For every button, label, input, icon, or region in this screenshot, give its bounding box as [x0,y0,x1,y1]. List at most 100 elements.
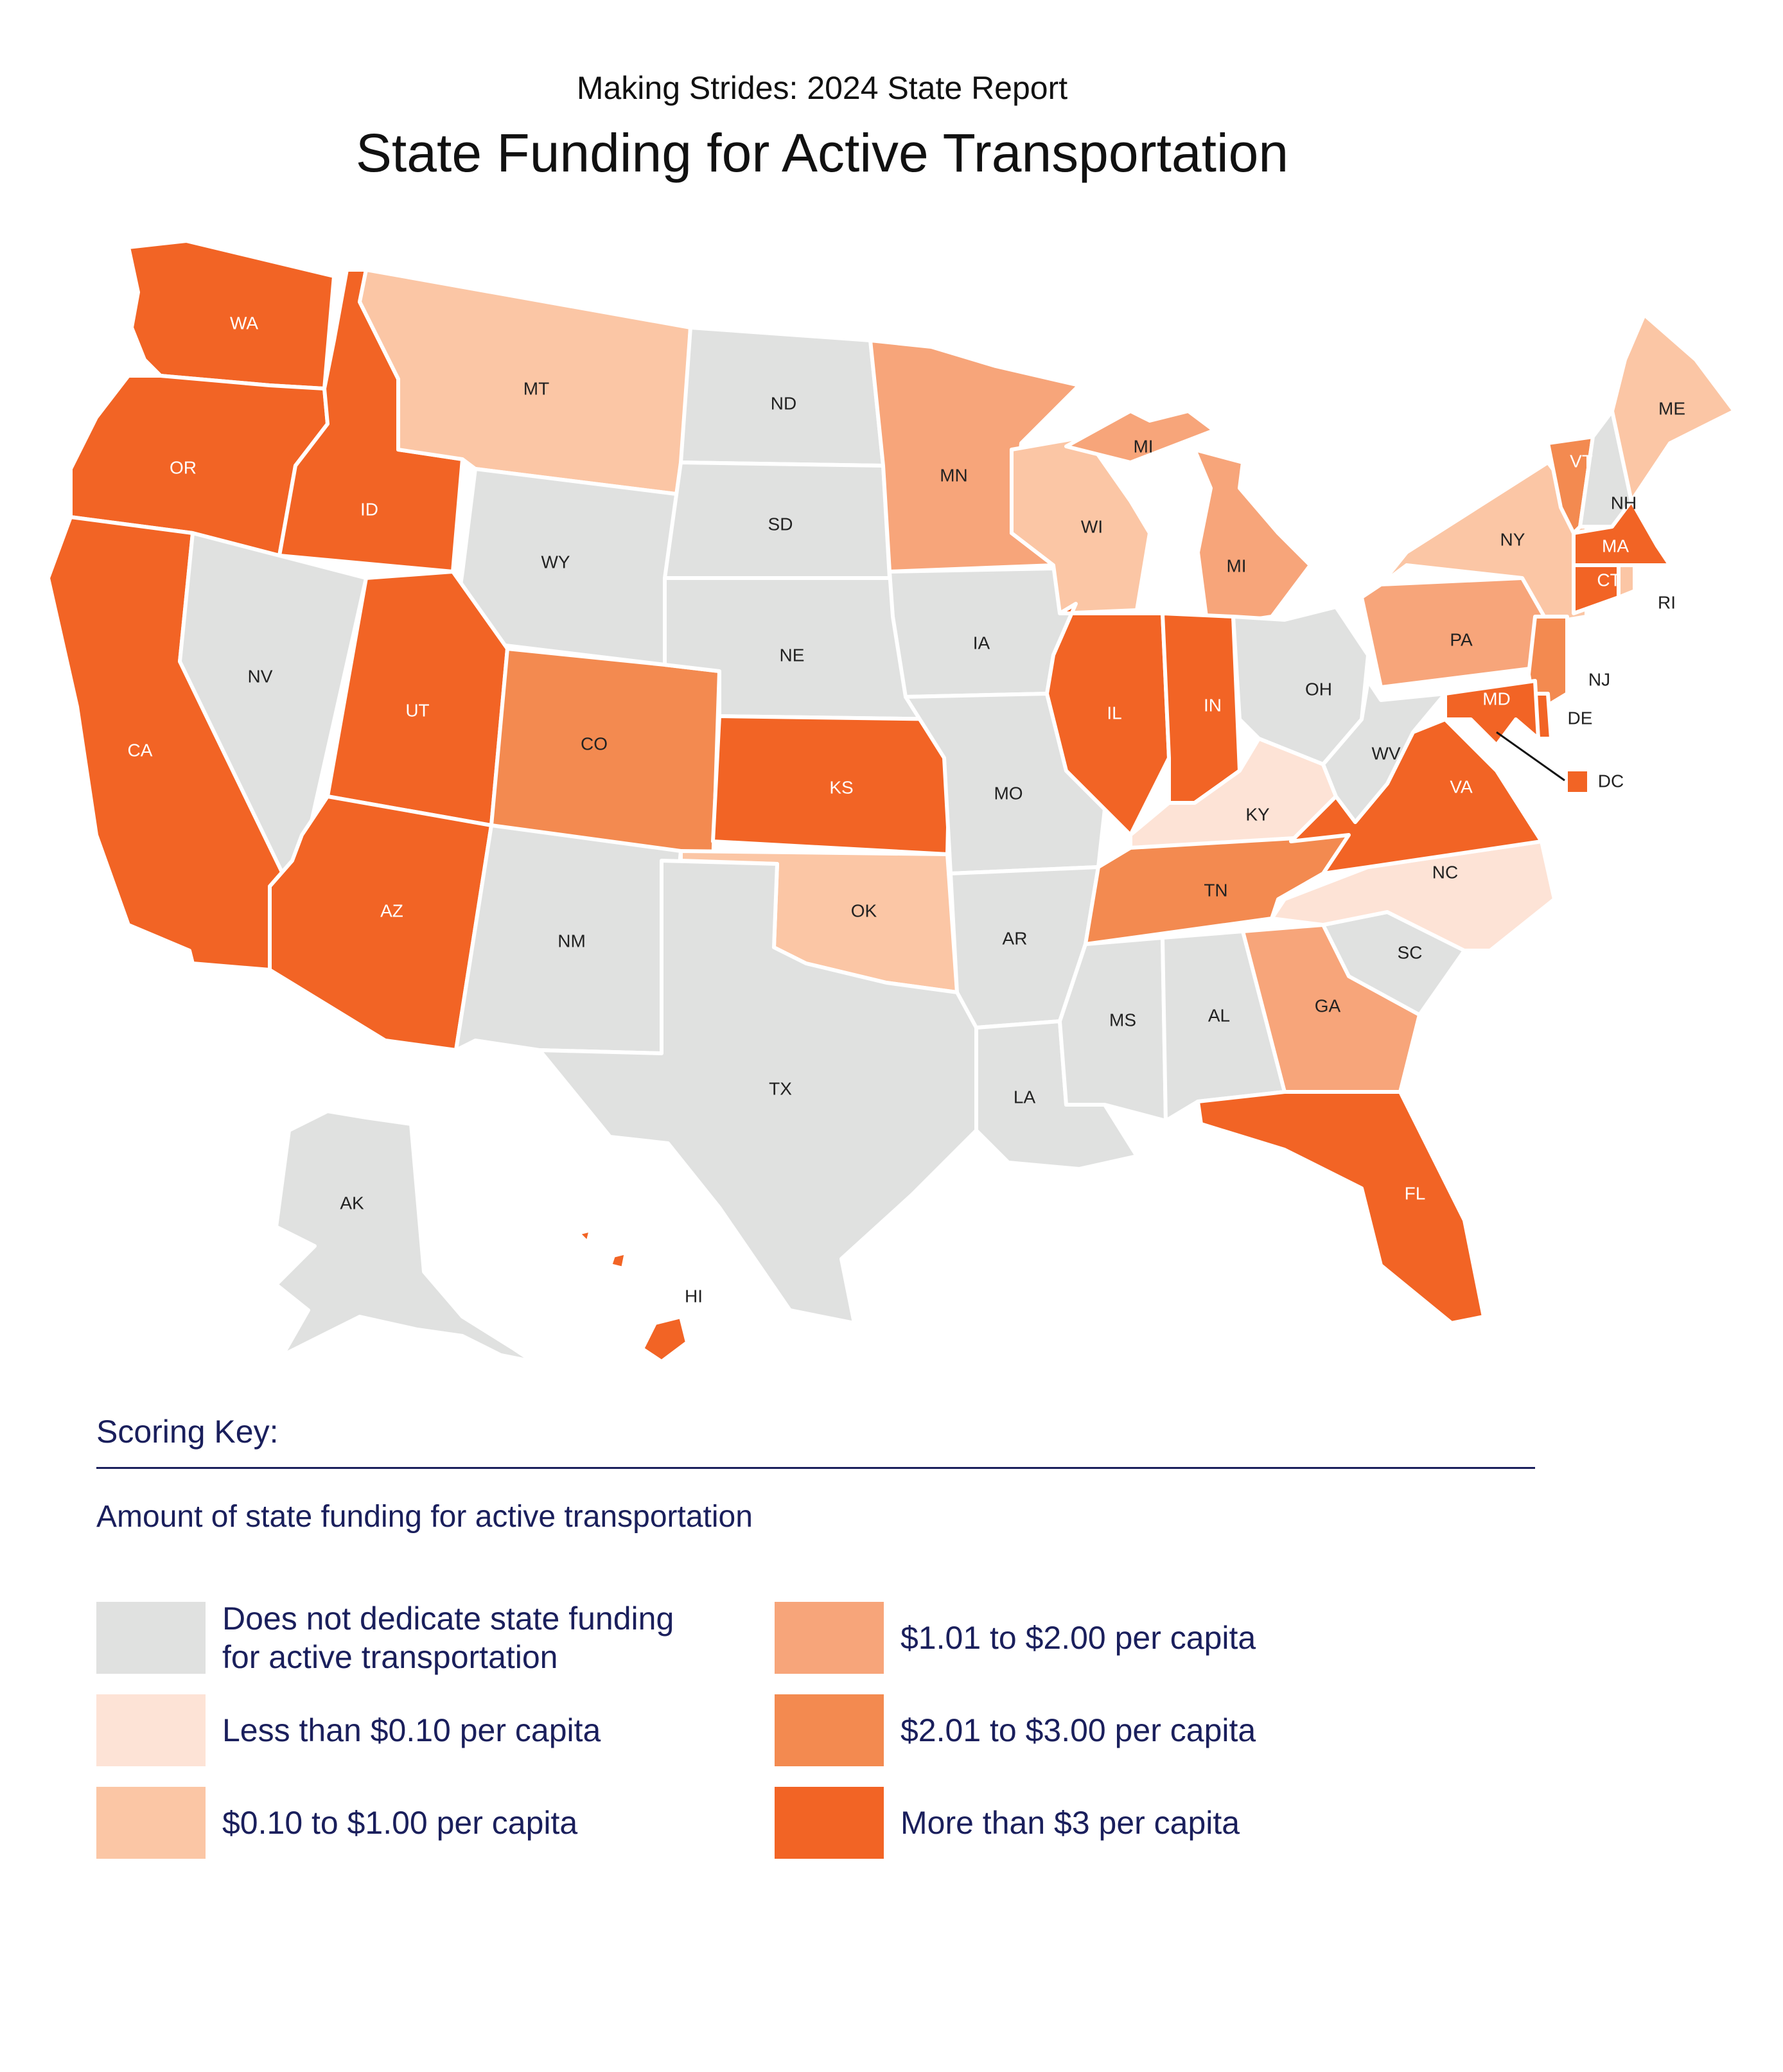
state-shape-wv [1321,679,1447,824]
state-shape-az [268,795,493,1052]
state-label-sd: SD [768,514,793,534]
legend-item-101-200: $1.01 to $2.00 per capita [775,1602,1414,1674]
state-ak [274,1109,535,1364]
state-label-id: ID [360,499,378,519]
scoring-key-divider [96,1467,1535,1469]
state-label-co: CO [581,733,608,753]
state-label-al: AL [1208,1005,1230,1025]
state-label-mn: MN [940,465,968,485]
state-label-fl: FL [1405,1183,1426,1203]
state-label-il: IL [1107,703,1121,723]
us-state-map: WA OR CA ID NV MT WY UT AZ CO NM ND SD NE KS OK TX MN IA MO… [46,239,1736,1364]
legend-swatch-more-3 [775,1787,884,1859]
state-wy [451,467,683,667]
state-label-ms: MS [1109,1010,1136,1030]
state-label-ri: RI [1658,592,1676,612]
state-nj [1527,615,1569,715]
state-label-wy: WY [541,552,570,572]
state-label-va: VA [1450,777,1473,796]
state-label-nv: NV [248,666,273,686]
scoring-key-subtitle: Amount of state funding for active trans… [96,1500,753,1534]
legend-item-more-3: More than $3 per capita [775,1787,1414,1859]
state-shape-hi [640,1315,689,1364]
state-label-wv: WV [1371,743,1400,763]
state-label-nc: NC [1432,862,1458,882]
state-label-ma: MA [1602,536,1629,556]
legend-item-none: Does not dedicate state funding for acti… [96,1599,685,1676]
state-label-nh: NH [1611,493,1637,513]
state-shape-ga [1241,923,1421,1094]
state-label-ks: KS [829,777,853,797]
state-label-la: LA [1014,1087,1036,1107]
legend-label-none: Does not dedicate state funding for acti… [222,1601,674,1675]
state-label-tx: TX [769,1078,792,1098]
state-label-md: MD [1482,689,1511,708]
state-label-mt: MT [523,378,549,398]
state-shape-nj [1527,615,1569,715]
state-label-ky: KY [1245,804,1270,824]
state-shape-dc [1564,768,1591,796]
state-label-de: DE [1568,708,1593,728]
legend-swatch-101-200 [775,1602,884,1674]
state-az [268,795,493,1052]
legend-label-101-200: $1.01 to $2.00 per capita [900,1620,1256,1656]
state-fl [1196,1090,1486,1325]
state-tx [538,859,981,1325]
legend-item-less-010: Less than $0.10 per capita [96,1694,736,1766]
state-label-wa: WA [230,313,258,333]
report-subtitle: Making Strides: 2024 State Report [576,70,1068,106]
state-shape-miup [1064,409,1216,464]
state-shape-md [1443,679,1540,747]
legend-swatch-201-300 [775,1694,884,1766]
state-dc [1564,768,1591,796]
state-label-ny: NY [1500,529,1525,549]
state-label-ak: AK [340,1193,364,1213]
legend-swatch-010-100 [96,1787,206,1859]
state-label-or: OR [170,457,197,477]
state-shape-ct [1572,563,1621,615]
state-label-nj: NJ [1588,669,1610,689]
state-label-mo: MO [994,783,1023,803]
state-mi [1064,409,1312,628]
state-label-tn: TN [1204,880,1227,900]
state-label-hi: HI [685,1286,703,1306]
state-hi [576,1228,689,1364]
state-label-dc: DC [1598,771,1624,791]
state-shape-tx [538,859,981,1325]
legend-item-010-100: $0.10 to $1.00 per capita [96,1787,736,1859]
state-shape-wi [1010,435,1152,615]
map-title: State Funding for Active Transportation [355,123,1289,183]
state-label-ut: UT [405,700,429,720]
state-label-nm: NM [558,931,586,951]
state-shape-me [1610,313,1736,503]
state-label-ar: AR [1003,928,1028,948]
state-ri [1617,563,1637,599]
state-label-sc: SC [1398,942,1423,962]
state-shape-fl [1196,1090,1486,1325]
state-ct [1572,563,1621,615]
state-shape-hi3 [576,1228,593,1245]
legend-swatch-less-010 [96,1694,206,1766]
state-label-ne: NE [780,645,805,665]
state-shape-mi [1193,448,1312,628]
state-shape-wy [451,467,683,667]
state-in [1161,611,1242,805]
state-label-miup: MI [1133,436,1153,456]
legend-item-201-300: $2.01 to $3.00 per capita [775,1694,1414,1766]
legend-label-201-300: $2.01 to $3.00 per capita [900,1712,1256,1748]
state-label-ia: IA [973,633,990,653]
dc-leader-line [1496,731,1565,782]
state-label-ct: CT [1597,570,1621,590]
state-shape-ri [1617,563,1637,599]
state-label-mi: MI [1226,556,1246,575]
state-me [1610,313,1736,503]
state-label-ca: CA [128,740,153,760]
legend-label-less-010: Less than $0.10 per capita [222,1712,601,1748]
state-label-pa: PA [1450,629,1473,649]
legend-label-more-3: More than $3 per capita [900,1805,1240,1841]
state-shape-hi2 [608,1251,628,1270]
state-md [1443,679,1540,747]
state-label-wi: WI [1081,516,1103,536]
state-shape-ak [274,1109,535,1364]
